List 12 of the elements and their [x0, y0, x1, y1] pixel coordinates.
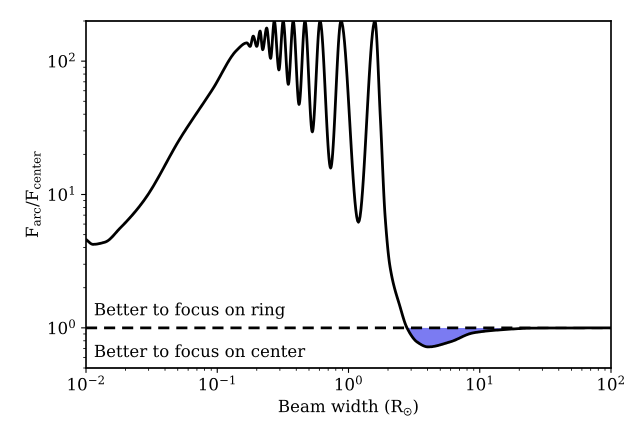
x-tick-label: 10$^{0}$ — [336, 376, 362, 391]
x-axis-title: Beam width (R$_{☉}$) — [278, 399, 418, 416]
y-tick-label: 10$^{1}$ — [48, 186, 74, 201]
x-tick-label: 10$^{2}$ — [598, 376, 624, 391]
annotation: Better to focus on center — [94, 344, 306, 358]
y-tick-label: 10$^{2}$ — [48, 52, 75, 68]
y-tick-label: 10$^{0}$ — [48, 319, 75, 334]
x-tick-label: 10$^{−1}$ — [200, 376, 235, 391]
annotation: Better to focus on ring — [94, 302, 285, 319]
x-tick-label: 10$^{1}$ — [467, 376, 492, 391]
y-axis-title: F$_{arc}$/F$_{center}$ — [26, 151, 41, 238]
x-tick-label: 10$^{−2}$ — [68, 376, 104, 391]
